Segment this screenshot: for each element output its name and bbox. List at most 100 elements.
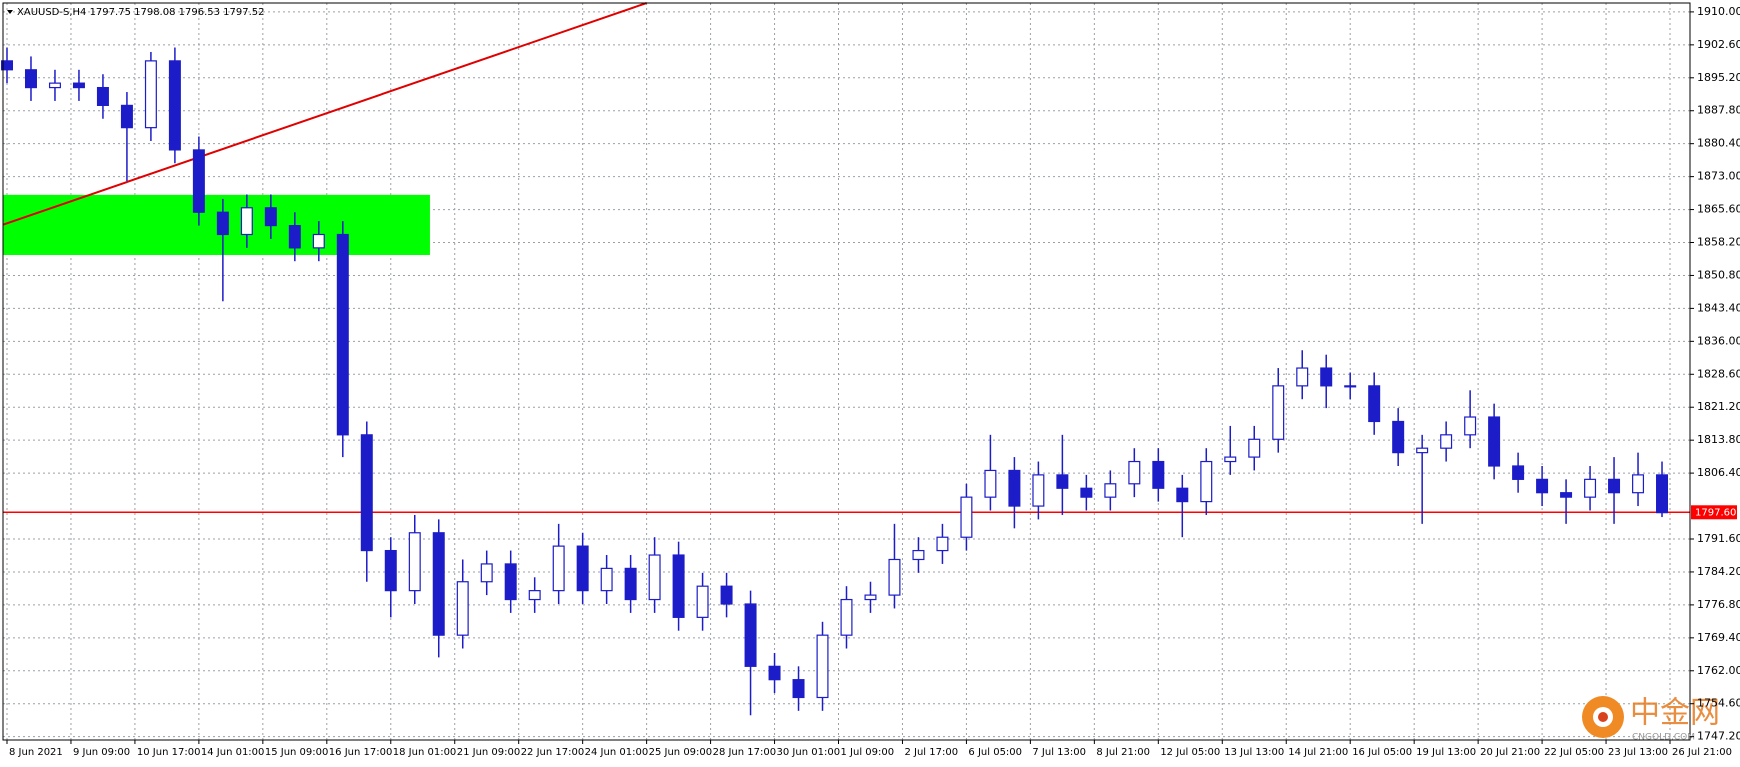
candle-body [504,563,517,601]
watermark-logo-dot [1598,712,1608,722]
x-tick-label: 22 Jun 17:00 [521,747,585,758]
x-tick-label: 30 Jun 01:00 [777,747,841,758]
candle-body [384,549,397,592]
price-label-bg [1691,505,1737,520]
candle-body [792,679,805,699]
y-tick-label: 1828.60 [1697,367,1740,380]
x-tick-label: 9 Jun 09:00 [73,747,130,758]
x-tick-label: 23 Jul 13:00 [1608,747,1668,758]
x-tick-label: 25 Jun 09:00 [649,747,713,758]
candle-body [768,665,781,681]
candle-body [936,536,949,552]
y-tick-label: 1784.20 [1697,565,1740,578]
candle-body [1392,420,1405,454]
y-tick-label: 1813.80 [1697,433,1740,446]
candle-body [1464,416,1477,436]
x-tick-label: 26 Jul 21:00 [1672,747,1732,758]
candle-body [1608,478,1621,494]
y-tick-label: 1843.40 [1697,301,1740,314]
y-tick-label: 1910.00 [1697,5,1740,18]
menu-arrow [7,10,13,14]
y-tick-label: 1762.00 [1697,664,1740,677]
candle-body [1056,474,1069,489]
candle-body [816,634,829,699]
y-tick-label: 1769.40 [1697,631,1740,644]
trendline [2,2,647,226]
candle-body [1656,474,1669,514]
x-tick-label: 16 Jul 05:00 [1352,747,1412,758]
candle-body [1152,460,1165,489]
x-tick-label: 8 Jul 21:00 [1096,747,1150,758]
candle-body [24,69,37,89]
candle-body [960,496,973,538]
candle-body [1200,460,1213,503]
objects-layer [2,2,1690,514]
x-tick-label: 12 Jul 05:00 [1160,747,1220,758]
candle-body [1128,460,1141,485]
candle-body [168,60,181,151]
candle-body [1032,474,1045,507]
candle-body [120,104,133,129]
x-tick-label: 24 Jun 01:00 [585,747,649,758]
grid-layer [3,3,1690,740]
y-tick-label: 1836.00 [1697,334,1740,347]
candle-body [672,554,685,618]
candle-body [696,585,709,618]
candle-body [1224,456,1237,463]
x-tick-label: 16 Jun 17:00 [329,747,393,758]
candle-body [1104,483,1117,498]
candle-body [624,567,637,601]
watermark-text: 中金网 [1630,696,1720,731]
candle-body [600,567,613,592]
x-tick-label: 28 Jun 17:00 [713,747,777,758]
x-tick-label: 15 Jun 09:00 [265,747,329,758]
candle-body [1176,487,1189,503]
y-tick-label: 1880.40 [1697,137,1740,150]
candle-body [312,233,325,249]
candle-body [1536,478,1549,494]
x-tick-label: 13 Jul 13:00 [1224,747,1284,758]
candle-body [1416,447,1429,454]
candle-body [912,549,925,561]
y-tick-label: 1791.60 [1697,532,1740,545]
candle-body [456,581,469,636]
candle-body [432,532,445,636]
candle-body [1320,367,1333,387]
candle-body [264,207,277,227]
y-tick-label: 1902.60 [1697,38,1740,51]
candle-body [1296,367,1309,387]
y-tick-label: 1806.40 [1697,466,1740,479]
candle-body [1632,474,1645,494]
candle-body [528,590,541,601]
candle-body [288,224,301,249]
y-tick-label: 1850.80 [1697,268,1740,281]
x-tick-label: 10 Jun 17:00 [137,747,201,758]
candle-body [984,469,997,498]
candle-body [480,563,493,583]
candle-body [1560,492,1573,498]
candle-body [720,585,733,605]
plot-border [2,2,1691,741]
candle-body [744,603,757,667]
watermark: 中金网 CNGOLD.COM [1582,696,1720,743]
candle-body [1344,385,1357,388]
candle-body [96,86,109,106]
y-tick-label: 1776.80 [1697,598,1740,611]
candle-body [1488,416,1501,467]
candles-layer [1,47,1669,716]
candle-body [336,233,349,436]
candle-body [888,558,901,596]
x-tick-label: 14 Jun 01:00 [201,747,265,758]
candle-body [1512,465,1525,480]
x-tick-label: 18 Jun 01:00 [393,747,457,758]
candle-body [408,532,421,592]
candle-body [360,434,373,552]
candle-body [48,82,61,89]
candle-body [1440,434,1453,449]
candle-body [144,60,157,129]
chart-title: XAUUSD-S,H4 1797.75 1798.08 1796.53 1797… [17,7,265,18]
y-tick-label: 1887.80 [1697,104,1740,117]
y-tick-label: 1873.00 [1697,170,1740,183]
